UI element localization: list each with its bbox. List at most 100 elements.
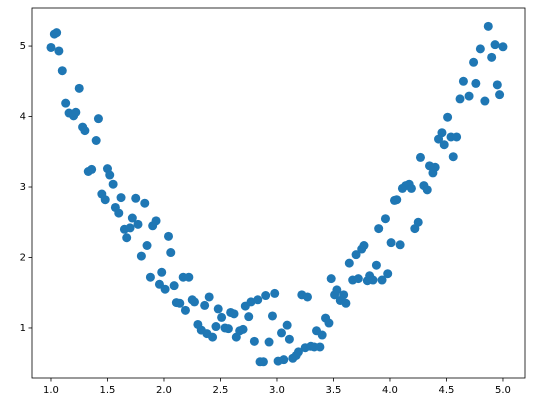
point — [211, 322, 221, 332]
point — [413, 217, 423, 227]
point — [122, 233, 132, 243]
point — [180, 305, 190, 315]
point — [371, 260, 381, 270]
point — [116, 193, 126, 203]
point — [353, 274, 363, 284]
point — [341, 298, 351, 308]
x-tick-label: 2.0 — [156, 385, 172, 396]
point — [108, 179, 118, 189]
point — [189, 297, 199, 307]
point — [238, 324, 248, 334]
point — [105, 170, 115, 180]
point — [140, 198, 150, 208]
point — [324, 318, 334, 328]
point — [217, 312, 227, 322]
point — [46, 42, 56, 52]
point — [452, 132, 462, 142]
point — [261, 291, 271, 301]
point — [492, 80, 502, 90]
point — [284, 334, 294, 344]
point — [302, 292, 312, 302]
point — [430, 162, 440, 172]
x-tick-label: 2.5 — [213, 385, 229, 396]
y-tick-label: 2 — [20, 252, 26, 263]
point — [315, 342, 325, 352]
point — [293, 347, 303, 357]
point — [377, 275, 387, 285]
point — [204, 292, 214, 302]
y-tick-label: 1 — [20, 323, 26, 334]
point — [131, 193, 141, 203]
point — [208, 332, 218, 342]
point — [475, 44, 485, 54]
point — [71, 107, 81, 117]
point — [229, 309, 239, 319]
point — [458, 76, 468, 86]
point — [57, 66, 67, 76]
point — [483, 21, 493, 31]
point — [279, 355, 289, 365]
point — [395, 240, 405, 250]
point — [93, 114, 103, 124]
point — [455, 94, 465, 104]
y-tick-label: 5 — [20, 41, 26, 52]
point — [386, 238, 396, 248]
x-tick-label: 3.0 — [269, 385, 285, 396]
point — [368, 275, 378, 285]
point — [267, 311, 277, 321]
point — [464, 91, 474, 101]
point — [332, 285, 342, 295]
point — [498, 42, 508, 52]
point — [52, 28, 62, 38]
point — [258, 357, 268, 367]
point — [448, 152, 458, 162]
point — [443, 112, 453, 122]
point — [351, 250, 361, 260]
point — [133, 219, 143, 229]
point — [246, 297, 256, 307]
point — [223, 324, 233, 334]
x-tick-label: 5.0 — [495, 385, 511, 396]
point — [339, 290, 349, 300]
point — [157, 267, 167, 277]
point — [380, 214, 390, 224]
point — [166, 248, 176, 258]
point — [406, 183, 416, 193]
point — [200, 300, 210, 310]
point — [175, 298, 185, 308]
point — [163, 231, 173, 241]
y-tick-label: 4 — [20, 112, 26, 123]
point — [392, 195, 402, 205]
point — [326, 274, 336, 284]
point — [54, 46, 64, 56]
point — [244, 312, 254, 322]
point — [471, 78, 481, 88]
point — [437, 128, 447, 138]
point — [74, 83, 84, 93]
point — [80, 126, 90, 136]
point — [495, 90, 505, 100]
point — [359, 241, 369, 251]
point — [142, 241, 152, 251]
point — [91, 135, 101, 145]
point — [249, 336, 259, 346]
point — [184, 272, 194, 282]
x-tick-label: 4.5 — [439, 385, 455, 396]
point — [383, 269, 393, 279]
point — [422, 185, 432, 195]
point — [480, 96, 490, 106]
point — [282, 320, 292, 330]
point — [415, 152, 425, 162]
point — [469, 57, 479, 67]
point — [136, 251, 146, 261]
point — [114, 208, 124, 218]
point — [169, 281, 179, 291]
point — [151, 216, 161, 226]
point — [276, 328, 286, 338]
point — [100, 195, 110, 205]
y-tick-label: 3 — [20, 182, 26, 193]
x-tick-label: 1.0 — [43, 385, 59, 396]
point — [253, 295, 263, 305]
